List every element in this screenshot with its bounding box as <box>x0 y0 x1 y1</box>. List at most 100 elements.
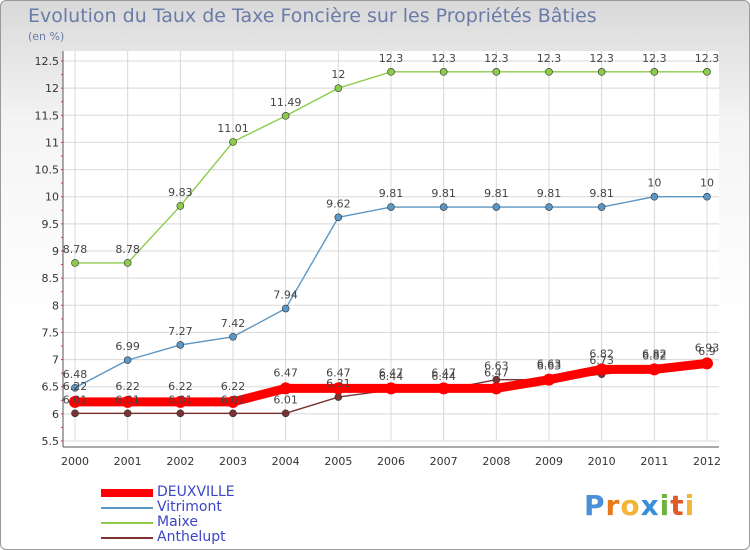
y-tick-label: 9 <box>52 245 59 258</box>
point-deuxville-2003 <box>227 395 239 408</box>
point-maixe-2007 <box>439 68 448 76</box>
point-anthelupt-2005 <box>334 393 343 401</box>
data-label-deuxville: 6.47 <box>326 366 351 379</box>
axis-layer: 5.5 6 6.5 7 7.5 8 8.5 9 9.5 10 10.5 11 11.5 12 12.5 200… <box>35 51 721 468</box>
data-label-maixe: 11.01 <box>217 122 249 135</box>
x-tick-label: 2010 <box>588 455 616 468</box>
data-label-vitrimont: 9.81 <box>431 187 456 200</box>
data-label-anthelupt: 6.63 <box>484 360 509 373</box>
y-tick-label: 11 <box>45 136 59 149</box>
point-maixe-2004 <box>281 112 290 120</box>
data-label-anthelupt: 6.01 <box>273 393 298 406</box>
legend-label-deuxville: DEUXVILLE <box>157 484 235 500</box>
point-deuxville-2000 <box>69 395 81 408</box>
point-anthelupt-2004 <box>281 409 290 418</box>
y-tick-label: 12 <box>45 82 59 95</box>
x-tick-label: 2009 <box>535 455 563 468</box>
point-deuxville-2010 <box>595 363 608 376</box>
point-vitrimont-2001 <box>123 356 132 364</box>
data-label-maixe: 11.49 <box>270 96 302 109</box>
data-label-maixe: 9.83 <box>168 186 193 199</box>
data-label-deuxville: 6.82 <box>589 347 614 360</box>
y-tick-label: 5.5 <box>42 435 60 448</box>
data-label-deuxville: 6.47 <box>273 366 298 379</box>
data-label-vitrimont: 9.81 <box>484 187 509 200</box>
point-maixe-2008 <box>492 68 501 76</box>
y-tick-label: 8 <box>52 299 59 312</box>
point-maixe-2012 <box>703 68 711 76</box>
point-vitrimont-2011 <box>650 192 659 201</box>
point-maixe-2009 <box>545 68 553 76</box>
data-label-deuxville: 6.22 <box>115 380 140 393</box>
logo-letter: t <box>670 489 685 522</box>
x-tick-label: 2000 <box>61 455 89 468</box>
legend-item-vitrimont: Vitrimont <box>101 500 235 515</box>
point-deuxville-2008 <box>490 382 503 395</box>
x-tick-label: 2004 <box>272 455 300 468</box>
point-vitrimont-2005 <box>334 213 343 222</box>
data-label-deuxville: 6.22 <box>63 380 88 393</box>
point-vitrimont-2003 <box>229 332 237 341</box>
logo-letter: P <box>584 489 606 522</box>
data-label-anthelupt: 6.01 <box>115 393 140 406</box>
y-tick-label: 12.5 <box>35 55 60 68</box>
data-label-vitrimont: 10 <box>700 177 714 190</box>
data-label-deuxville: 6.22 <box>221 380 246 393</box>
data-label-vitrimont: 7.27 <box>168 325 193 338</box>
legend-item-deuxville: DEUXVILLE <box>101 485 235 500</box>
data-label-anthelupt: 6.31 <box>326 377 351 390</box>
y-tick-label: 10 <box>45 191 59 204</box>
point-vitrimont-2000 <box>71 383 79 392</box>
data-label-maixe: 12.3 <box>484 52 509 65</box>
point-deuxville-2007 <box>437 382 450 395</box>
point-vitrimont-2009 <box>545 203 553 211</box>
x-tick-label: 2011 <box>640 455 668 468</box>
data-label-deuxville: 6.93 <box>695 341 720 354</box>
data-label-maixe: 12.3 <box>642 52 667 65</box>
series-layer <box>69 68 713 418</box>
data-label-anthelupt: 6.44 <box>431 370 456 383</box>
x-tick-label: 2007 <box>430 455 458 468</box>
point-deuxville-2011 <box>648 363 661 376</box>
data-label-deuxville: 6.47 <box>379 366 404 379</box>
data-label-anthelupt: 6.01 <box>63 393 88 406</box>
data-label-vitrimont: 6.99 <box>115 340 140 353</box>
point-deuxville-2002 <box>174 395 187 408</box>
x-tick-label: 2006 <box>377 455 405 468</box>
data-label-maixe: 12.3 <box>695 52 720 65</box>
point-anthelupt-2002 <box>176 409 185 418</box>
logo-letter: x <box>640 489 660 522</box>
point-anthelupt-2000 <box>71 409 79 418</box>
point-maixe-2005 <box>334 84 343 92</box>
point-vitrimont-2004 <box>281 304 290 313</box>
data-label-vitrimont: 9.62 <box>326 197 351 210</box>
point-deuxville-2009 <box>543 373 555 386</box>
point-maixe-2002 <box>176 202 185 210</box>
point-vitrimont-2006 <box>387 203 395 211</box>
data-label-deuxville: 6.47 <box>484 366 509 379</box>
point-maixe-2003 <box>229 138 237 146</box>
point-vitrimont-2002 <box>176 341 185 349</box>
legend-swatch-anthelupt <box>101 537 153 539</box>
point-maixe-2010 <box>597 68 606 76</box>
point-deuxville-2004 <box>279 382 292 395</box>
data-label-anthelupt: 6.82 <box>642 349 667 362</box>
data-label-anthelupt: 6.01 <box>221 393 246 406</box>
y-tick-label: 6 <box>52 408 59 421</box>
point-deuxville-2012 <box>701 357 713 370</box>
y-tick-label: 10.5 <box>35 164 60 177</box>
data-label-vitrimont: 7.42 <box>221 317 246 330</box>
data-label-anthelupt: 6.73 <box>589 354 614 367</box>
point-vitrimont-2008 <box>492 203 501 211</box>
y-tick-label: 11.5 <box>35 109 60 122</box>
legend-swatch-maixe <box>101 522 153 524</box>
point-anthelupt-2001 <box>123 409 132 418</box>
data-label-maixe: 12.3 <box>431 52 456 65</box>
point-vitrimont-2007 <box>439 203 448 211</box>
data-label-vitrimont: 6.48 <box>63 368 88 381</box>
point-anthelupt-2003 <box>229 409 237 418</box>
data-label-anthelupt: 6.01 <box>168 393 193 406</box>
legend-label-vitrimont: Vitrimont <box>157 499 222 515</box>
proxiti-logo: Proxiti <box>584 489 695 522</box>
grid-layer <box>63 51 719 442</box>
